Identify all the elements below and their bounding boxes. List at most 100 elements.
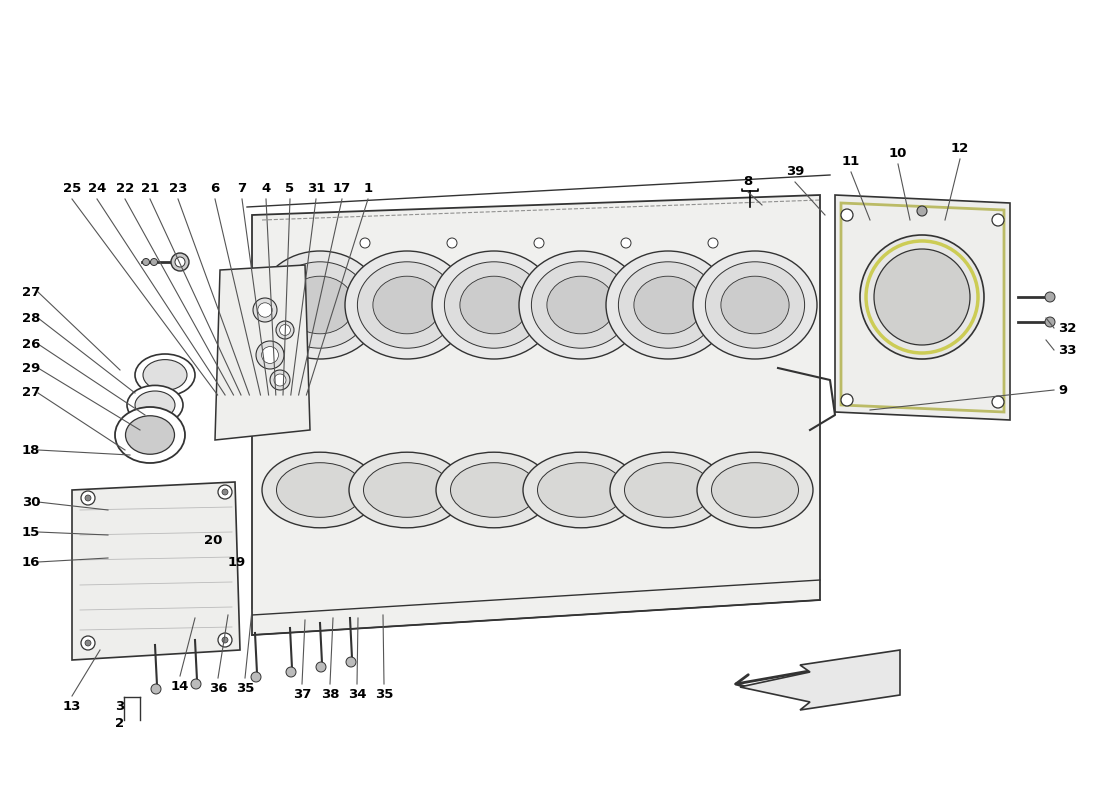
Polygon shape: [835, 195, 1010, 420]
Circle shape: [992, 214, 1004, 226]
Ellipse shape: [349, 452, 465, 528]
Text: 30: 30: [22, 495, 41, 509]
Ellipse shape: [286, 276, 354, 334]
Circle shape: [270, 370, 290, 390]
Circle shape: [1045, 292, 1055, 302]
Circle shape: [276, 321, 294, 339]
Ellipse shape: [135, 391, 175, 419]
Ellipse shape: [522, 452, 639, 528]
Text: 1: 1: [363, 182, 373, 195]
Ellipse shape: [460, 276, 528, 334]
Circle shape: [279, 325, 290, 335]
Text: 12: 12: [950, 142, 969, 155]
Text: 35: 35: [235, 682, 254, 695]
Text: 14: 14: [170, 680, 189, 693]
Text: 17: 17: [333, 182, 351, 195]
Ellipse shape: [135, 354, 195, 396]
Text: 19: 19: [228, 555, 246, 569]
Circle shape: [274, 374, 286, 386]
Circle shape: [316, 662, 326, 672]
Ellipse shape: [610, 452, 726, 528]
Ellipse shape: [712, 462, 799, 518]
Circle shape: [621, 238, 631, 248]
Circle shape: [85, 640, 91, 646]
Text: 36: 36: [209, 682, 228, 695]
Text: 27: 27: [22, 386, 41, 399]
Circle shape: [257, 302, 272, 317]
Circle shape: [346, 657, 356, 667]
Text: 3: 3: [116, 700, 124, 713]
Ellipse shape: [634, 276, 702, 334]
Text: 15: 15: [22, 526, 41, 538]
Text: 34: 34: [348, 688, 366, 701]
Text: 21: 21: [141, 182, 160, 195]
Circle shape: [151, 684, 161, 694]
Ellipse shape: [126, 386, 183, 425]
Polygon shape: [72, 482, 240, 660]
Text: 28: 28: [22, 311, 41, 325]
Text: 9: 9: [1058, 383, 1067, 397]
Circle shape: [256, 341, 284, 369]
Circle shape: [222, 489, 228, 495]
Ellipse shape: [436, 452, 552, 528]
Text: 5: 5: [285, 182, 295, 195]
Circle shape: [251, 672, 261, 682]
Circle shape: [708, 238, 718, 248]
Circle shape: [222, 637, 228, 643]
Ellipse shape: [547, 276, 615, 334]
Circle shape: [170, 253, 189, 271]
Circle shape: [81, 491, 95, 505]
Circle shape: [842, 209, 852, 221]
Ellipse shape: [618, 262, 717, 348]
Ellipse shape: [143, 360, 187, 390]
Ellipse shape: [271, 262, 370, 348]
Circle shape: [175, 257, 185, 267]
Text: 4: 4: [262, 182, 271, 195]
Ellipse shape: [358, 262, 456, 348]
Ellipse shape: [363, 462, 451, 518]
Text: EUROSPARES: EUROSPARES: [336, 439, 604, 541]
Text: 2: 2: [116, 717, 124, 730]
Text: 29: 29: [22, 362, 41, 374]
Ellipse shape: [262, 452, 378, 528]
Circle shape: [1045, 317, 1055, 327]
Ellipse shape: [125, 416, 175, 454]
Circle shape: [992, 396, 1004, 408]
Text: 35: 35: [375, 688, 393, 701]
Circle shape: [534, 238, 544, 248]
Ellipse shape: [373, 276, 441, 334]
Text: 33: 33: [1058, 343, 1077, 357]
Circle shape: [917, 206, 927, 216]
Text: 22: 22: [116, 182, 134, 195]
Polygon shape: [214, 265, 310, 440]
Circle shape: [218, 633, 232, 647]
Text: 20: 20: [204, 534, 222, 546]
Polygon shape: [740, 650, 900, 710]
Circle shape: [253, 298, 277, 322]
Text: 37: 37: [293, 688, 311, 701]
Text: 16: 16: [22, 555, 41, 569]
Ellipse shape: [432, 251, 556, 359]
Circle shape: [85, 495, 91, 501]
Ellipse shape: [538, 462, 625, 518]
Circle shape: [218, 485, 232, 499]
Ellipse shape: [345, 251, 469, 359]
Ellipse shape: [693, 251, 817, 359]
Circle shape: [262, 346, 278, 363]
Text: 6: 6: [210, 182, 220, 195]
Ellipse shape: [444, 262, 543, 348]
Text: 27: 27: [22, 286, 41, 298]
Ellipse shape: [705, 262, 804, 348]
Text: 7: 7: [238, 182, 246, 195]
Polygon shape: [252, 195, 820, 635]
Text: a partsforferraris.com: a partsforferraris.com: [308, 529, 552, 591]
Ellipse shape: [606, 251, 730, 359]
Text: 23: 23: [168, 182, 187, 195]
Circle shape: [143, 258, 150, 266]
Ellipse shape: [697, 452, 813, 528]
Text: 24: 24: [88, 182, 107, 195]
Text: 25: 25: [63, 182, 81, 195]
Text: 32: 32: [1058, 322, 1077, 334]
Circle shape: [860, 235, 984, 359]
Ellipse shape: [519, 251, 643, 359]
